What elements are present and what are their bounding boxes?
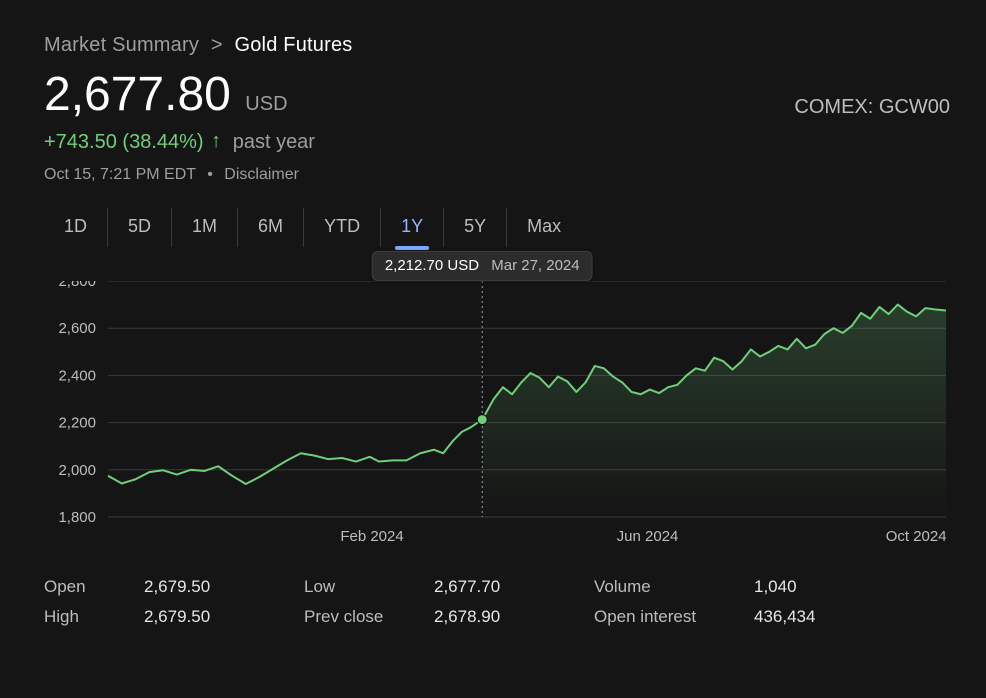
svg-text:Oct 2024: Oct 2024 [886, 528, 946, 545]
tab-5d[interactable]: 5D [108, 208, 172, 247]
last-price: 2,677.80 [44, 68, 231, 121]
breadcrumb-current: Gold Futures [234, 34, 352, 56]
stat-label-high: High [44, 607, 144, 627]
chart-tooltip: 2,212.70 USD Mar 27, 2024 [372, 251, 593, 281]
svg-text:2,200: 2,200 [58, 415, 96, 432]
tab-1y[interactable]: 1Y [381, 208, 444, 247]
change-absolute: +743.50 [44, 131, 117, 153]
tab-1d[interactable]: 1D [44, 208, 108, 247]
tooltip-price: 2,212.70 USD [385, 257, 479, 274]
breadcrumb-root[interactable]: Market Summary [44, 34, 199, 56]
stat-label-prev-close: Prev close [304, 607, 434, 627]
svg-text:2,400: 2,400 [58, 367, 96, 384]
price-block: 2,677.80 USD [44, 71, 288, 119]
stat-value-volume: 1,040 [754, 577, 874, 597]
stat-value-open: 2,679.50 [144, 577, 304, 597]
stat-label-open: Open [44, 577, 144, 597]
breadcrumb: Market Summary > Gold Futures [44, 34, 950, 57]
tab-ytd[interactable]: YTD [304, 208, 381, 247]
quote-timestamp: Oct 15, 7:21 PM EDT • Disclaimer [44, 166, 950, 184]
svg-text:Feb 2024: Feb 2024 [340, 528, 403, 545]
quote-stats: Open 2,679.50 Low 2,677.70 Volume 1,040 … [44, 577, 950, 627]
svg-text:Jun 2024: Jun 2024 [617, 528, 679, 545]
disclaimer-link[interactable]: Disclaimer [224, 166, 299, 183]
timestamp-text: Oct 15, 7:21 PM EDT [44, 166, 196, 183]
breadcrumb-sep: > [211, 34, 223, 56]
separator-dot: • [207, 166, 213, 183]
stat-label-low: Low [304, 577, 434, 597]
change-percent: (38.44%) [122, 131, 203, 153]
price-change: +743.50 (38.44%) ↑ past year [44, 131, 950, 154]
tab-5y[interactable]: 5Y [444, 208, 507, 247]
tab-6m[interactable]: 6M [238, 208, 304, 247]
range-tabs: 1D5D1M6MYTD1Y5YMax [44, 208, 950, 247]
svg-text:2,000: 2,000 [58, 462, 96, 479]
svg-text:2,800: 2,800 [58, 281, 96, 290]
tab-max[interactable]: Max [507, 208, 581, 247]
stat-label-volume: Volume [594, 577, 754, 597]
price-currency: USD [245, 93, 287, 115]
exchange-symbol: COMEX: GCW00 [794, 96, 950, 119]
exchange-prefix: COMEX: [794, 96, 873, 118]
price-chart[interactable]: 2,212.70 USD Mar 27, 2024 1,8002,0002,20… [44, 281, 950, 551]
ticker-symbol: GCW00 [879, 96, 950, 118]
stat-label-open-int: Open interest [594, 607, 754, 627]
stat-value-low: 2,677.70 [434, 577, 594, 597]
change-period: past year [233, 131, 315, 153]
svg-text:1,800: 1,800 [58, 509, 96, 526]
svg-text:2,600: 2,600 [58, 320, 96, 337]
arrow-up-icon: ↑ [211, 130, 221, 153]
stat-value-high: 2,679.50 [144, 607, 304, 627]
stat-value-prev-close: 2,678.90 [434, 607, 594, 627]
tooltip-date: Mar 27, 2024 [491, 257, 579, 274]
tab-1m[interactable]: 1M [172, 208, 238, 247]
stat-value-open-int: 436,434 [754, 607, 874, 627]
